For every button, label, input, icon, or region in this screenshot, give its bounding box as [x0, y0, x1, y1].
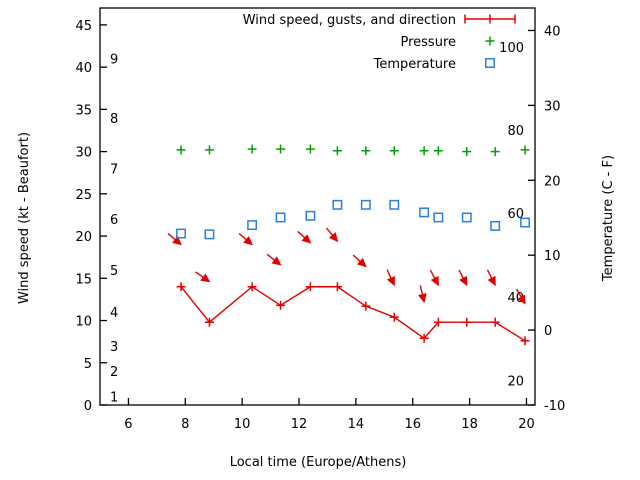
left-axis-beaufort-label: 5	[110, 264, 118, 279]
right-axis-fahrenheit-label: 100	[499, 41, 524, 56]
wind-direction-arrow	[238, 233, 253, 246]
right-axis-fahrenheit-label: 80	[507, 124, 524, 139]
left-axis-beaufort-label: 3	[110, 340, 118, 355]
left-axis-kt-label: 10	[75, 315, 92, 330]
legend-item: Temperature	[373, 57, 495, 72]
left-axis-beaufort-label: 7	[110, 162, 118, 177]
series-wind-speed	[167, 227, 530, 346]
x-axis-label: 8	[181, 417, 189, 432]
x-axis-title: Local time (Europe/Athens)	[230, 455, 407, 470]
left-axis-kt-label: 15	[75, 272, 92, 287]
x-axis-label: 16	[404, 417, 421, 432]
legend-item-label: Wind speed, gusts, and direction	[243, 13, 456, 28]
left-axis-beaufort-label: 1	[110, 391, 118, 406]
left-axis-beaufort-label: 8	[110, 112, 118, 127]
x-axis-label: 6	[124, 417, 132, 432]
wind-direction-arrow	[486, 269, 496, 287]
left-axis-kt-label: 25	[75, 188, 92, 203]
left-axis-kt-label: 40	[75, 61, 92, 76]
x-axis-label: 20	[518, 417, 535, 432]
plot-frame	[99, 7, 536, 406]
left-axis-beaufort-label: 9	[110, 53, 118, 68]
wind-direction-arrow	[515, 288, 526, 305]
wind-direction-arrow	[195, 271, 211, 283]
wind-direction-arrow	[167, 233, 182, 246]
series-temperature	[176, 199, 530, 240]
legend-item: Wind speed, gusts, and direction	[243, 13, 516, 28]
wind-direction-arrow	[386, 269, 395, 287]
right-axis-celsius-label: 40	[544, 24, 561, 39]
y-axis-right-title: Temperature (C - F)	[601, 155, 616, 282]
wind-direction-arrow	[325, 227, 339, 243]
left-axis-kt-label: 45	[75, 19, 92, 34]
legend-item-label: Temperature	[373, 57, 456, 72]
left-axis-beaufort-label: 6	[110, 213, 118, 228]
chart-legend: Wind speed, gusts, and direction Pressure…	[243, 13, 516, 72]
wind-direction-arrow	[266, 253, 282, 266]
x-axis-label: 12	[291, 417, 308, 432]
wind-direction-arrow	[352, 254, 367, 268]
wind-direction-arrow	[458, 269, 468, 287]
x-axis-ticks: 6 8 10 12 14 16 18 20	[124, 398, 535, 432]
wind-direction-arrow	[418, 285, 427, 304]
legend-item-label: Pressure	[400, 35, 456, 50]
right-axis-fahrenheit-label: 60	[507, 207, 524, 222]
right-axis-celsius-label: 30	[544, 99, 561, 114]
wind-direction-arrow	[297, 230, 312, 244]
left-axis-kt-label: 20	[75, 230, 92, 245]
legend-item: Pressure	[400, 35, 495, 50]
right-axis-celsius-label: -10	[544, 399, 565, 414]
series-pressure	[176, 144, 530, 157]
y-axis-left-title: Wind speed (kt - Beaufort)	[17, 132, 32, 304]
x-axis-label: 14	[348, 417, 365, 432]
left-axis-kt-label: 5	[84, 357, 92, 372]
left-axis-beaufort-label: 4	[110, 306, 118, 321]
left-axis-beaufort-ticks: 1 2 3 4 5 6 7 8 9	[110, 53, 118, 406]
right-axis-celsius-label: 10	[544, 249, 561, 264]
right-axis-celsius-label: 20	[544, 174, 561, 189]
right-axis-fahrenheit-label: 20	[507, 374, 524, 389]
right-axis-celsius-label: 0	[544, 324, 552, 339]
wind-direction-arrow	[429, 269, 439, 287]
x-axis-label: 18	[461, 417, 478, 432]
left-axis-kt-ticks: 0 5 10 15 20 25 30 35 40 45	[75, 19, 107, 414]
left-axis-kt-label: 0	[84, 399, 92, 414]
left-axis-kt-label: 35	[75, 103, 92, 118]
left-axis-kt-label: 30	[75, 146, 92, 161]
right-axis-celsius-ticks: -10 0 10 20 30 40	[528, 24, 565, 414]
x-axis-label: 10	[234, 417, 251, 432]
data-series-group	[167, 144, 530, 346]
left-axis-beaufort-label: 2	[110, 365, 118, 380]
